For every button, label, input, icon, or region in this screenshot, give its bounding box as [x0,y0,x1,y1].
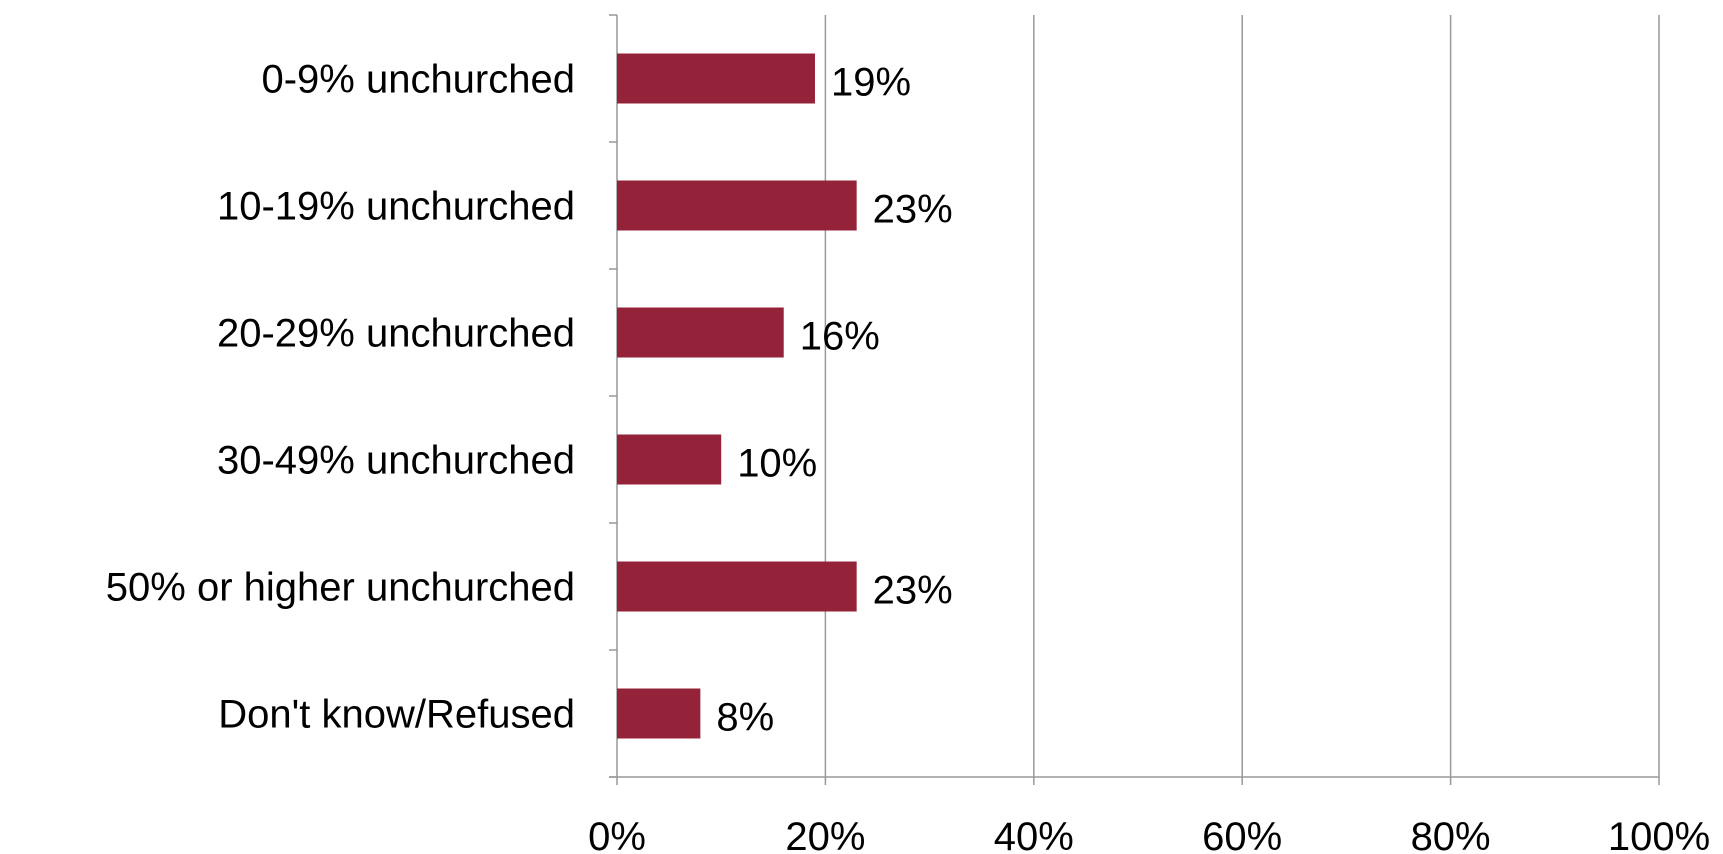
bar [617,688,701,739]
category-label: Don't know/Refused [218,693,575,737]
bar [617,180,857,231]
x-tick-label: 60% [1202,815,1282,854]
bar [617,307,784,358]
bar [617,434,722,485]
axes [609,14,1660,785]
x-tick-label: 40% [994,815,1074,854]
x-tick-label: 100% [1608,815,1710,854]
data-label: 10% [737,442,817,486]
x-tick-label: 80% [1411,815,1491,854]
category-label: 30-49% unchurched [217,439,575,483]
x-tick-label: 20% [785,815,865,854]
bar [617,561,857,612]
data-label: 16% [800,315,880,359]
category-label: 50% or higher unchurched [106,566,575,610]
bars [617,53,857,739]
data-label: 19% [831,61,911,105]
x-tick-label: 0% [588,815,646,854]
data-label: 8% [716,696,774,740]
labels: 0% 20% 40% 60% 80% 100% 0-9% unchurched 19% 10-1… [106,58,1710,854]
category-label: 20-29% unchurched [217,312,575,356]
data-label: 23% [873,569,953,613]
data-label: 23% [873,188,953,232]
category-label: 0-9% unchurched [261,58,575,102]
category-label: 10-19% unchurched [217,185,575,229]
bar [617,53,815,104]
grid-lines [824,15,1660,777]
